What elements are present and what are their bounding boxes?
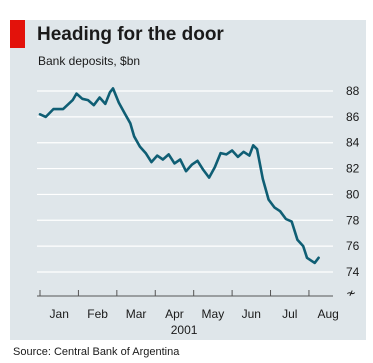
y-tick-label: 80 bbox=[346, 187, 360, 201]
x-tick-label: Mar bbox=[126, 307, 147, 321]
x-tick-label: Feb bbox=[87, 307, 108, 321]
y-tick-label: 84 bbox=[346, 136, 360, 150]
chart-subtitle: Bank deposits, $bn bbox=[38, 54, 141, 68]
x-tick-label: Jun bbox=[242, 307, 261, 321]
x-tick-label: Jul bbox=[282, 307, 297, 321]
x-tick-label: May bbox=[202, 307, 225, 321]
tick-labels: 74 76 78 80 82 84 86 88 ≁ Jan Feb Mar Apr May Jun Jul Au… bbox=[50, 84, 360, 337]
chart-title: Heading for the door bbox=[37, 24, 224, 45]
x-year-label: 2001 bbox=[171, 323, 198, 337]
y-tick-label: 78 bbox=[346, 213, 360, 227]
series-layer bbox=[38, 87, 320, 265]
grid-layer bbox=[37, 90, 333, 273]
series-line bbox=[38, 87, 320, 265]
x-tick-label: Jan bbox=[50, 307, 69, 321]
y-tick-label: 74 bbox=[346, 265, 360, 279]
axis-break-symbol: ≁ bbox=[346, 286, 356, 300]
x-tick-label: Apr bbox=[165, 307, 184, 321]
x-axis bbox=[37, 290, 333, 297]
y-tick-label: 88 bbox=[346, 84, 360, 98]
y-tick-label: 82 bbox=[346, 162, 360, 176]
y-tick-label: 86 bbox=[346, 110, 360, 124]
chart-source: Source: Central Bank of Argentina bbox=[13, 346, 180, 358]
y-tick-label: 76 bbox=[346, 239, 360, 253]
brand-accent-bar bbox=[10, 20, 25, 48]
chart-panel bbox=[10, 20, 366, 340]
x-tick-label: Aug bbox=[317, 307, 338, 321]
